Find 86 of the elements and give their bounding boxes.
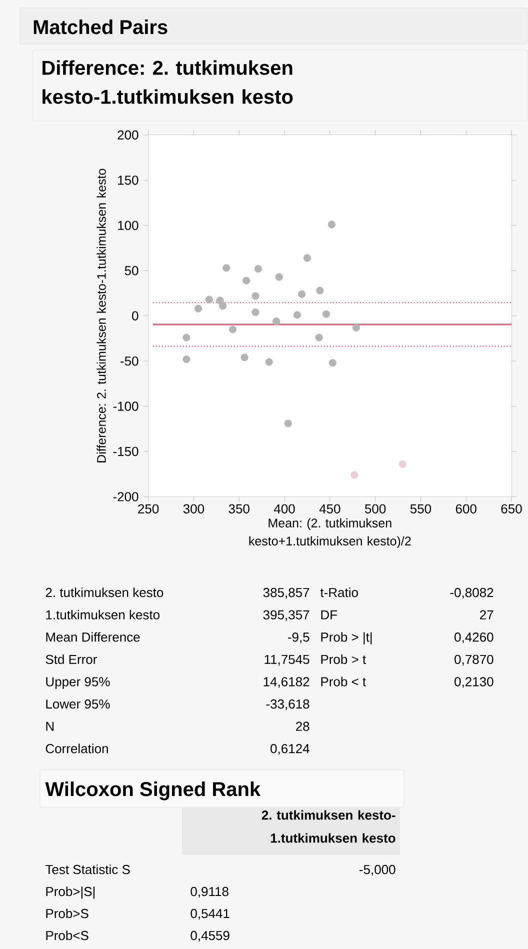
text: Prob>S <box>46 908 88 918</box>
text: Lower 95% <box>46 699 110 709</box>
point <box>182 355 190 364</box>
point <box>242 276 250 284</box>
point <box>228 326 237 334</box>
point <box>194 304 202 312</box>
point <box>218 302 227 310</box>
text: 2. tutkimuksen kesto-1.tutkimuksen kesto <box>262 810 396 843</box>
x-tick-label: 300 <box>183 504 204 514</box>
x-tick-label: 550 <box>410 504 432 514</box>
chart-subtitle: Difference: 2. tutkimuksen kesto-1.tutkimuksen kesto <box>42 60 293 104</box>
point <box>275 273 283 281</box>
text: 27 <box>480 610 494 620</box>
y-tick-label: -200 <box>113 492 138 502</box>
y-tick-label: 0 <box>132 311 138 320</box>
y-tick-label: 100 <box>118 220 138 230</box>
point <box>252 292 260 300</box>
x-axis-title: Mean: (2. tutkimuksen kesto+1.tutkimuksen kesto)/2 <box>249 518 411 548</box>
y-tick-label: -150 <box>113 446 138 456</box>
text: 0,7870 <box>454 654 494 666</box>
point <box>328 359 336 367</box>
text: -0,8082 <box>450 588 494 599</box>
text: Prob > t <box>321 654 366 664</box>
text: 0,5441 <box>190 908 230 920</box>
point <box>284 420 292 428</box>
x-tick-label: 350 <box>228 504 250 514</box>
point <box>316 286 324 294</box>
text: 1.tutkimuksen kesto <box>46 610 160 620</box>
y-tick-label: 150 <box>118 176 138 185</box>
x-tick-label: 600 <box>456 504 476 514</box>
text: 28 <box>296 722 310 731</box>
point <box>328 220 336 228</box>
point <box>315 334 323 342</box>
text: 395,357 <box>263 610 310 621</box>
text: 0,9118 <box>190 886 228 898</box>
point <box>350 471 358 479</box>
point <box>322 310 330 318</box>
text: Mean Difference <box>46 632 140 642</box>
text: 14,6182 <box>264 677 310 688</box>
point <box>293 311 302 319</box>
point <box>240 354 248 362</box>
x-tick-label: 250 <box>138 504 159 514</box>
y-tick-label: 200 <box>118 130 138 140</box>
point <box>205 296 213 304</box>
text: 0,2130 <box>454 677 494 688</box>
text: Prob>|S| <box>46 886 95 899</box>
x-tick-label: 500 <box>364 504 386 514</box>
x-tick-label: 400 <box>274 504 295 514</box>
x-tick-label: 650 <box>501 504 522 514</box>
text: Std Error <box>46 654 97 664</box>
text: Correlation <box>46 744 108 754</box>
x-tick-label: 450 <box>319 504 340 514</box>
text: t-Ratio <box>320 588 358 598</box>
text: DF <box>321 610 338 620</box>
point <box>265 358 273 366</box>
text: Prob<S <box>46 930 88 940</box>
text: 385,857 <box>263 588 310 599</box>
chart-title: Matched Pairs <box>34 20 168 34</box>
text: -5,000 <box>360 864 396 876</box>
point <box>254 265 262 273</box>
y-axis-title: Difference: 2. tutkimuksen kesto-1.tutkimuksen kesto <box>96 168 106 462</box>
point <box>303 254 311 262</box>
y-tick-label: -100 <box>113 402 138 411</box>
text: N <box>46 722 54 731</box>
text: Test Statistic S <box>46 864 130 874</box>
text: -9,5 <box>288 632 310 644</box>
text: Prob < t <box>321 676 366 686</box>
point <box>298 290 306 298</box>
point <box>398 460 406 468</box>
y-tick-label: 50 <box>124 266 138 276</box>
text: Prob > |t| <box>321 632 372 644</box>
text: 11,7545 <box>264 654 310 666</box>
text: Wilcoxon Signed Rank <box>45 782 261 800</box>
text: 2. tutkimuksen kesto <box>46 588 164 598</box>
text: 0,6124 <box>270 744 310 755</box>
text: 0,4559 <box>190 930 230 942</box>
point <box>216 296 224 304</box>
point <box>272 317 280 326</box>
point <box>222 264 230 272</box>
text: -33,618 <box>266 699 310 710</box>
point <box>352 324 360 332</box>
point <box>182 334 190 342</box>
y-tick-label: -50 <box>120 356 138 366</box>
point <box>252 308 260 316</box>
text: 0,4260 <box>454 632 494 644</box>
text: Upper 95% <box>46 677 110 689</box>
